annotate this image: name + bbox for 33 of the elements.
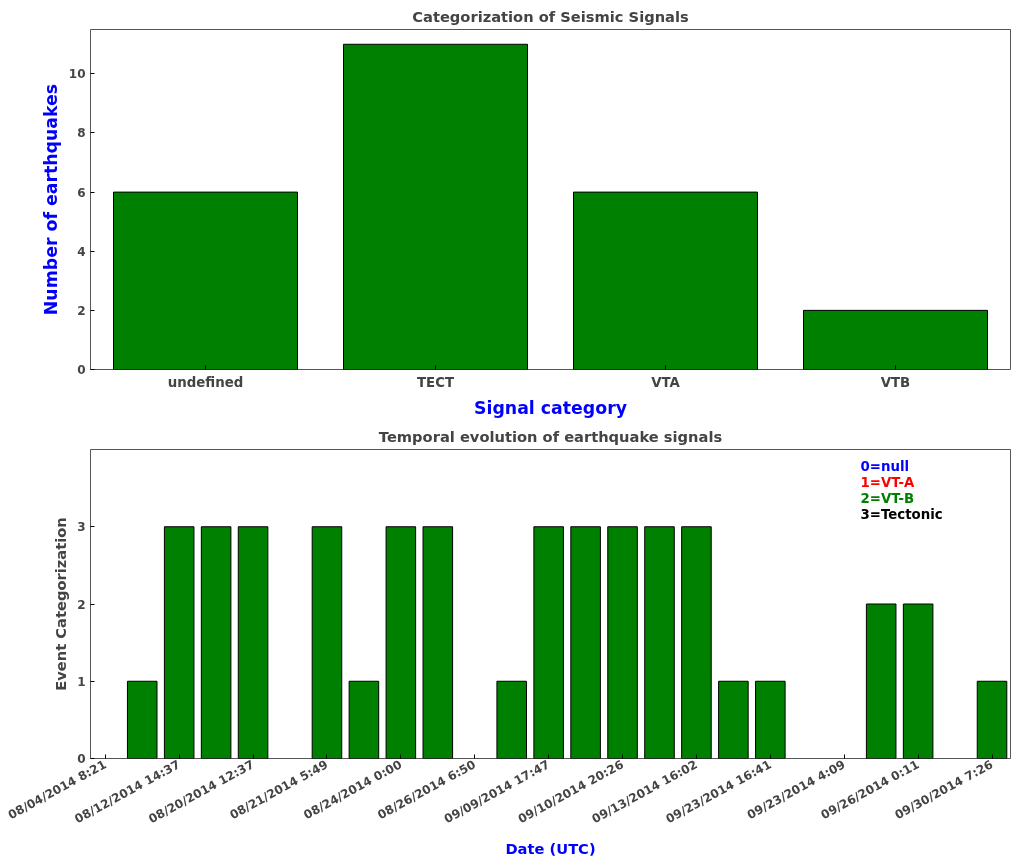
bar	[644, 526, 675, 759]
bar	[718, 680, 749, 759]
x-tick-label: VTB	[880, 374, 911, 390]
x-tick-label: undefined	[167, 374, 244, 390]
y-tick-label: 2	[77, 303, 86, 318]
bar	[496, 680, 527, 759]
chart-title: Temporal evolution of earthquake signals	[378, 427, 723, 445]
annotation: 1=VT-A	[860, 474, 915, 490]
y-axis-title: Event Categorization	[52, 517, 70, 691]
y-tick-label: 4	[77, 244, 86, 259]
annotation: 3=Tectonic	[860, 506, 943, 522]
chart-title: Categorization of Seismic Signals	[412, 7, 690, 25]
x-tick-label: TECT	[416, 374, 455, 390]
bar	[126, 680, 158, 759]
x-axis-title: Date (UTC)	[505, 840, 596, 858]
bar	[422, 526, 454, 759]
bar	[570, 526, 601, 759]
bar	[865, 603, 897, 759]
y-axis-title: Number of earthquakes	[40, 83, 61, 316]
bar	[348, 680, 380, 759]
y-tick-label: 1	[77, 674, 86, 689]
x-tick-label: VTA	[651, 374, 681, 390]
y-tick-label: 2	[77, 597, 86, 612]
y-tick-label: 0	[77, 363, 86, 377]
bar	[200, 526, 232, 759]
annotation: 0=null	[860, 458, 910, 474]
y-tick-label: 8	[77, 126, 86, 141]
y-tick-label: 10	[68, 67, 86, 82]
x-axis-title: Signal category	[474, 397, 627, 418]
y-tick-label: 6	[77, 185, 86, 200]
y-tick-label: 3	[77, 520, 86, 535]
y-tick-label: 0	[77, 752, 86, 766]
annotation: 2=VT-B	[860, 490, 915, 506]
